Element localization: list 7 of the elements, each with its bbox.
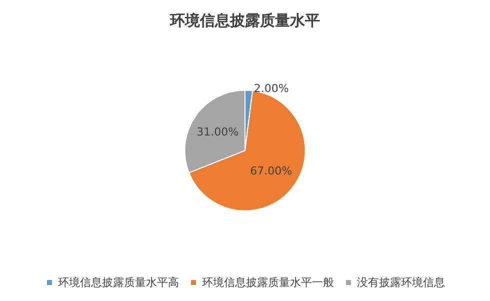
data-label: 2.00%: [254, 82, 289, 95]
chart-title: 环境信息披露质量水平: [169, 12, 320, 30]
legend-label: 环境信息披露质量水平一般: [202, 276, 334, 289]
legend-label: 环境信息披露质量水平高: [58, 276, 179, 289]
legend-label: 没有披露环境信息: [357, 276, 445, 289]
data-label: 67.00%: [250, 164, 292, 178]
data-label: 31.00%: [196, 125, 239, 138]
